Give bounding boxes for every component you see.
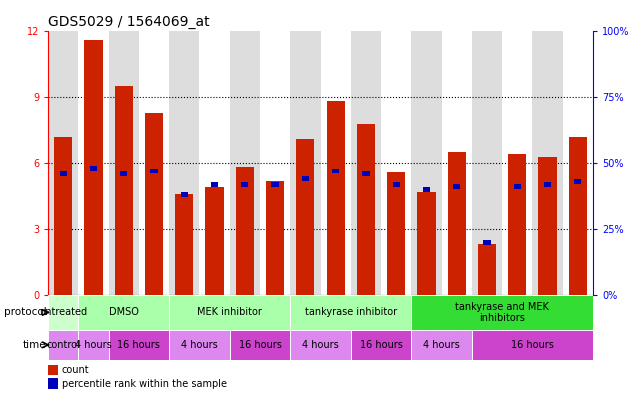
Bar	[453, 184, 460, 189]
Text: count: count	[62, 365, 89, 375]
Bar	[272, 182, 279, 187]
Bar	[478, 244, 496, 295]
Bar	[54, 137, 72, 295]
Bar	[290, 31, 320, 295]
Bar	[175, 194, 194, 295]
Bar	[181, 192, 188, 197]
Bar	[326, 101, 345, 295]
Text: tankyrase and MEK
inhibitors: tankyrase and MEK inhibitors	[455, 302, 549, 323]
Bar	[206, 187, 224, 295]
Bar	[442, 31, 472, 295]
Bar	[538, 156, 556, 295]
Bar	[296, 139, 315, 295]
Bar	[266, 181, 284, 295]
Bar	[351, 330, 412, 360]
Bar	[48, 330, 78, 360]
Bar	[290, 330, 351, 360]
Bar	[199, 31, 229, 295]
Bar	[78, 295, 169, 330]
Bar	[60, 171, 67, 176]
Bar	[85, 40, 103, 295]
Text: 16 hours: 16 hours	[511, 340, 554, 350]
Bar	[412, 31, 442, 295]
Bar	[169, 295, 290, 330]
Text: 4 hours: 4 hours	[181, 340, 218, 350]
Bar	[332, 169, 339, 173]
Bar	[381, 31, 412, 295]
Bar	[472, 31, 502, 295]
Bar	[108, 330, 169, 360]
Bar	[169, 330, 229, 360]
Bar	[115, 86, 133, 295]
Bar	[533, 31, 563, 295]
Bar	[229, 31, 260, 295]
Bar	[78, 330, 108, 360]
Bar	[290, 295, 412, 330]
Bar	[387, 172, 405, 295]
Bar	[412, 295, 593, 330]
Bar	[169, 31, 199, 295]
Bar	[211, 182, 218, 187]
Bar	[48, 365, 58, 375]
Bar	[362, 171, 370, 176]
Bar	[260, 31, 290, 295]
Text: GDS5029 / 1564069_at: GDS5029 / 1564069_at	[48, 15, 210, 29]
Bar	[423, 187, 430, 192]
Text: time: time	[23, 340, 47, 350]
Text: 4 hours: 4 hours	[75, 340, 112, 350]
Bar	[392, 182, 400, 187]
Bar	[412, 330, 472, 360]
Text: untreated: untreated	[39, 307, 87, 318]
Bar	[357, 123, 375, 295]
Text: protocol: protocol	[4, 307, 47, 318]
Text: tankyrase inhibitor: tankyrase inhibitor	[304, 307, 397, 318]
Bar	[120, 171, 128, 176]
Bar	[229, 330, 290, 360]
Text: percentile rank within the sample: percentile rank within the sample	[62, 379, 227, 389]
Text: 16 hours: 16 hours	[238, 340, 281, 350]
Bar	[241, 182, 249, 187]
Text: 16 hours: 16 hours	[360, 340, 403, 350]
Bar	[90, 166, 97, 171]
Text: 16 hours: 16 hours	[117, 340, 160, 350]
Bar	[48, 295, 78, 330]
Bar	[447, 152, 466, 295]
Bar	[574, 179, 581, 184]
Text: 4 hours: 4 hours	[302, 340, 339, 350]
Text: MEK inhibitor: MEK inhibitor	[197, 307, 262, 318]
Bar	[302, 176, 309, 181]
Bar	[351, 31, 381, 295]
Bar	[569, 137, 587, 295]
Bar	[320, 31, 351, 295]
Bar	[78, 31, 108, 295]
Bar	[151, 169, 158, 173]
Bar	[472, 330, 593, 360]
Bar	[139, 31, 169, 295]
Bar	[145, 113, 163, 295]
Bar	[513, 184, 521, 189]
Bar	[544, 182, 551, 187]
Bar	[417, 192, 435, 295]
Text: DMSO: DMSO	[109, 307, 138, 318]
Bar	[236, 167, 254, 295]
Bar	[48, 378, 58, 389]
Bar	[508, 154, 526, 295]
Text: control: control	[46, 340, 80, 350]
Bar	[563, 31, 593, 295]
Bar	[108, 31, 139, 295]
Bar	[48, 31, 78, 295]
Bar	[483, 240, 490, 244]
Text: 4 hours: 4 hours	[423, 340, 460, 350]
Bar	[502, 31, 533, 295]
